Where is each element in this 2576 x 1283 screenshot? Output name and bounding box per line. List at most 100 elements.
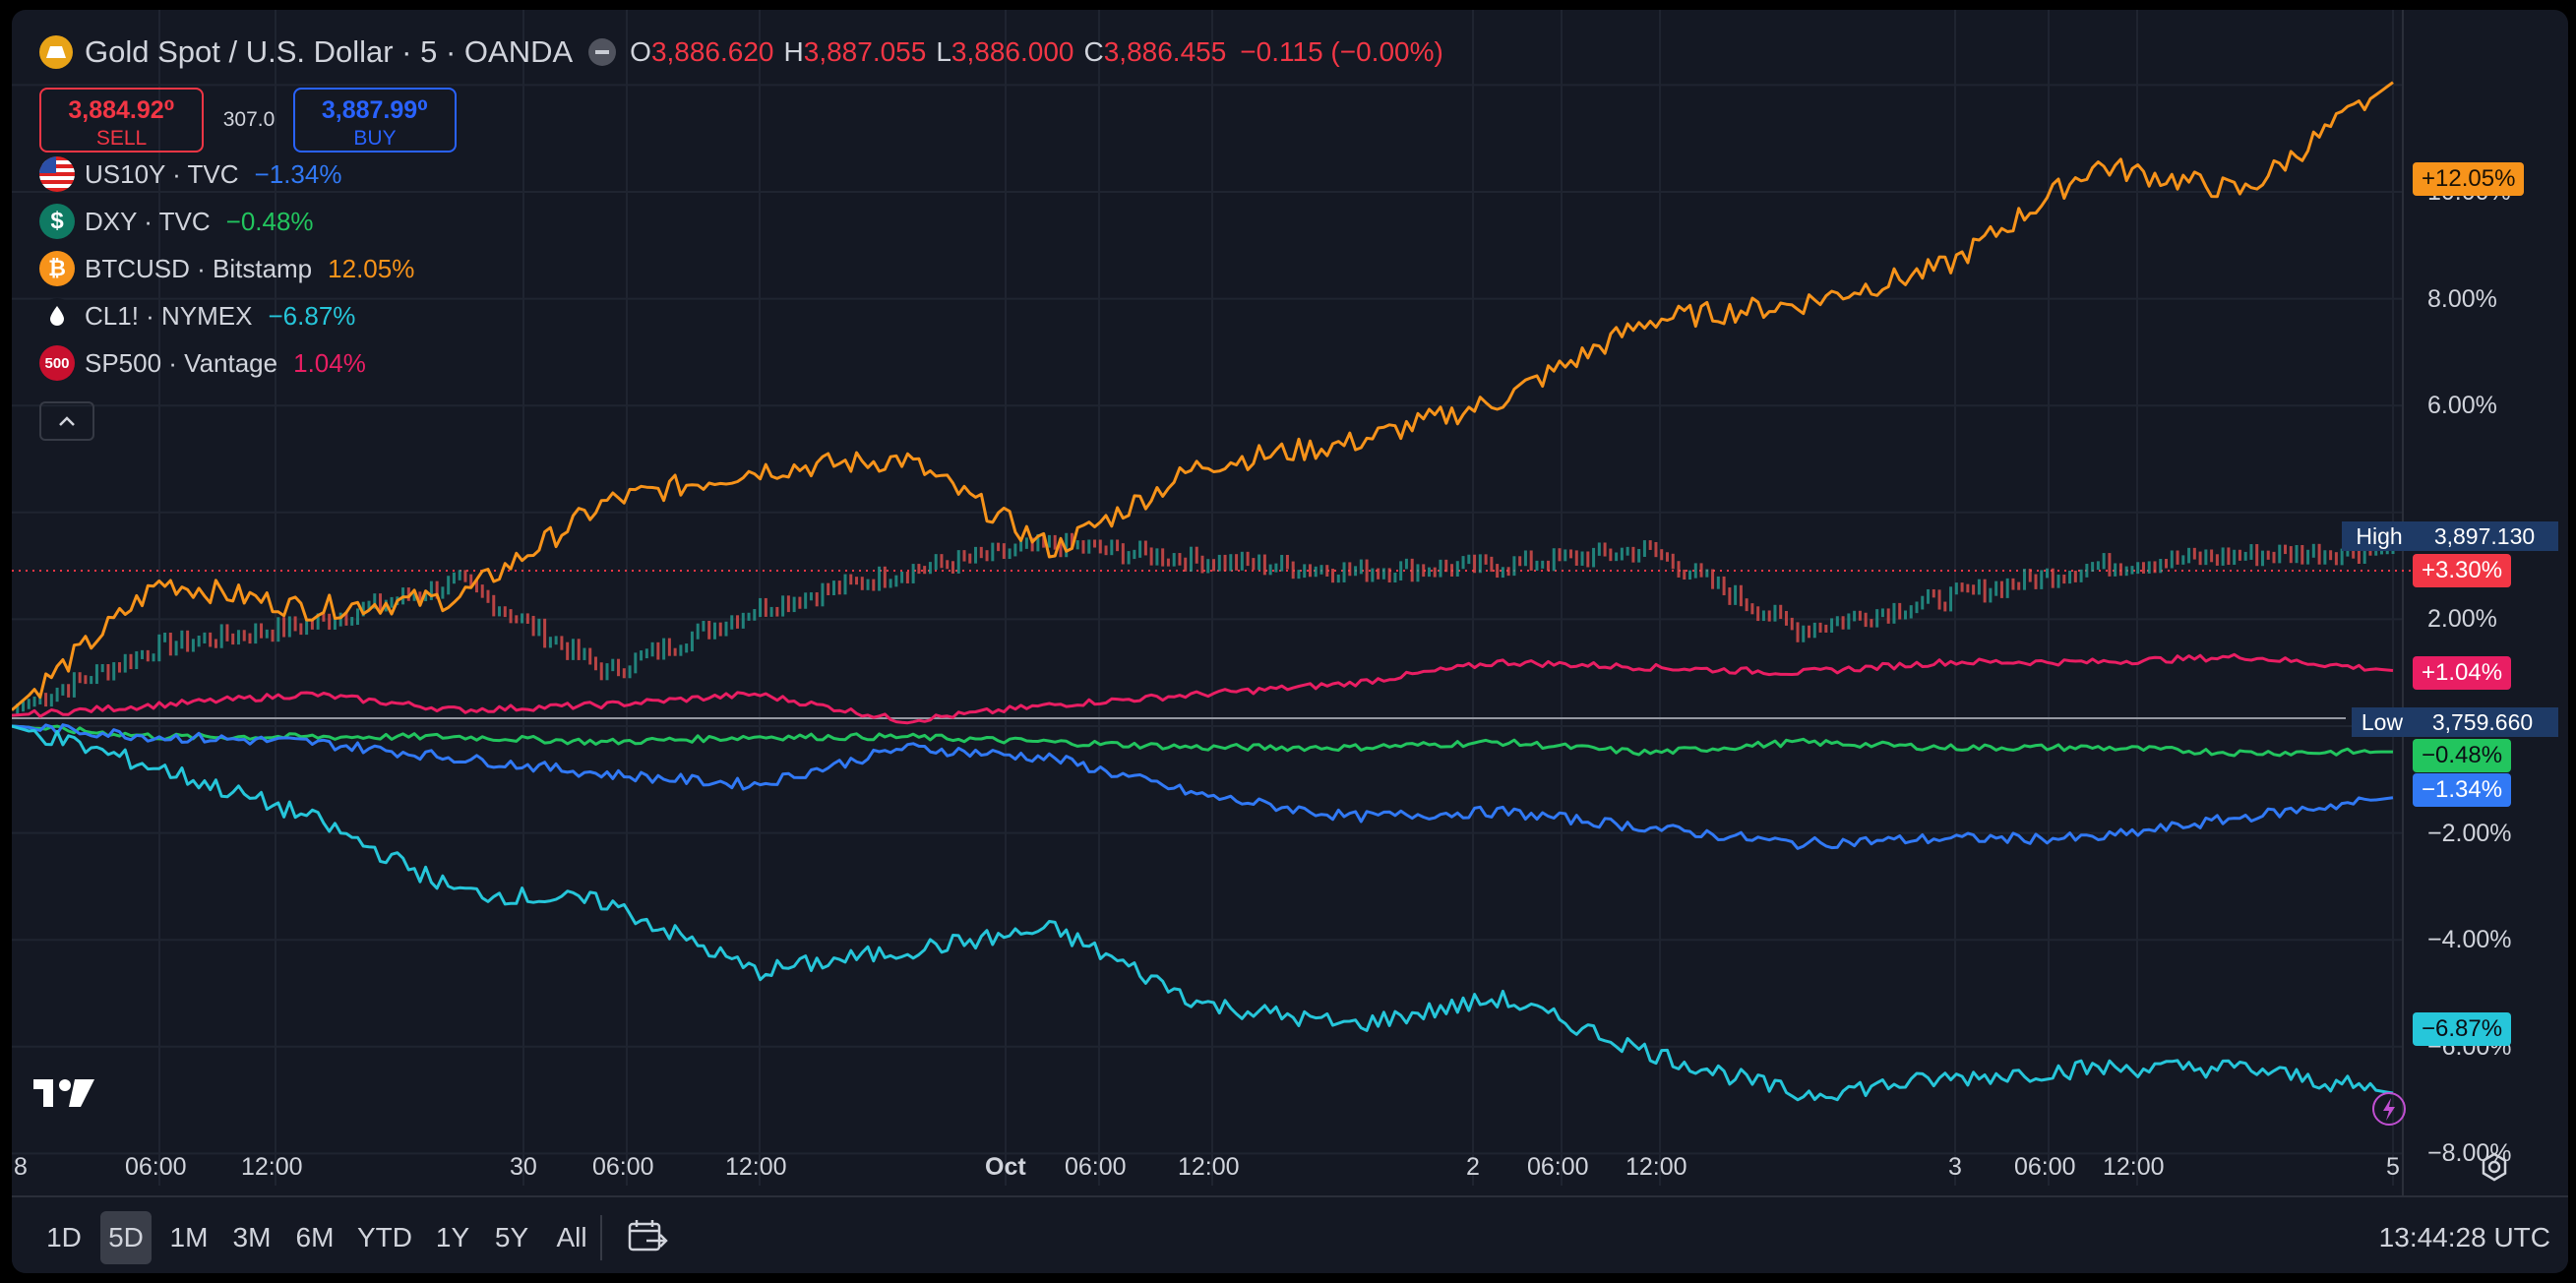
- candle: [667, 638, 671, 656]
- candle: [1416, 564, 1420, 582]
- flash-icon[interactable]: [2372, 1092, 2406, 1126]
- timeframe-ytd[interactable]: YTD: [357, 1222, 412, 1252]
- legend-item-sp500[interactable]: 500 SP500 · Vantage 1.04%: [39, 345, 366, 381]
- candle: [117, 662, 121, 673]
- candle: [1133, 549, 1136, 560]
- timeframe-5y[interactable]: 5Y: [494, 1222, 529, 1252]
- candle: [2153, 561, 2157, 574]
- candle: [1246, 551, 1250, 567]
- candle: [1654, 541, 1658, 558]
- settings-gear-icon[interactable]: [2479, 1151, 2510, 1183]
- ohlc-close: C3,886.455: [1083, 36, 1227, 67]
- candle: [1592, 547, 1596, 568]
- candle: [1280, 554, 1284, 572]
- candle: [1161, 548, 1165, 567]
- candle: [1138, 540, 1142, 558]
- candle: [1461, 556, 1465, 570]
- timeframe-1d[interactable]: 1D: [46, 1222, 82, 1252]
- chart-canvas[interactable]: [12, 10, 2568, 1195]
- candle: [197, 636, 201, 647]
- candle: [1818, 622, 1822, 633]
- timeframe-6m[interactable]: 6M: [295, 1222, 335, 1252]
- candle: [2210, 549, 2214, 563]
- candle: [1490, 556, 1494, 573]
- candle: [1937, 589, 1941, 610]
- bitcoin-icon: ₿: [39, 251, 75, 286]
- candle: [1699, 563, 1703, 578]
- candle: [1716, 576, 1720, 589]
- legend-item-us10y[interactable]: US10Y · TVC −1.34%: [39, 156, 341, 192]
- candle: [373, 593, 377, 609]
- candle: [1949, 586, 1953, 612]
- candle: [265, 629, 269, 639]
- candle: [690, 631, 694, 652]
- timeframe-5d[interactable]: 5D: [100, 1211, 152, 1264]
- candle: [2062, 575, 2066, 584]
- candle: [163, 632, 167, 642]
- candle: [640, 650, 644, 661]
- buy-button[interactable]: 3,887.99⁰ BUY: [293, 88, 457, 153]
- candle: [775, 606, 779, 617]
- candle: [333, 618, 337, 630]
- candle: [1013, 543, 1017, 557]
- candle: [32, 696, 36, 707]
- candle: [1235, 554, 1239, 571]
- market-closed-icon[interactable]: [588, 38, 617, 66]
- candle: [1784, 610, 1788, 626]
- candle: [282, 617, 286, 638]
- candle: [1989, 587, 1993, 603]
- candle: [1977, 579, 1981, 595]
- candle: [634, 652, 638, 674]
- x-axis-tick-label: 12:00: [1625, 1153, 1687, 1181]
- candle: [974, 546, 978, 564]
- timeframe-1m[interactable]: 1M: [169, 1222, 209, 1252]
- candle: [106, 664, 110, 681]
- y-axis-tick-label: −4.00%: [2427, 926, 2512, 954]
- candle: [662, 638, 666, 660]
- last-value-tag: −0.48%: [2413, 739, 2512, 772]
- candle: [2340, 548, 2344, 566]
- candle: [696, 623, 700, 640]
- candle: [781, 595, 785, 617]
- collapse-legend-button[interactable]: [39, 401, 94, 441]
- utc-clock[interactable]: 13:44:28 UTC: [2378, 1222, 2550, 1252]
- x-axis-tick-label: 2: [1466, 1153, 1480, 1181]
- timeframe-3m[interactable]: 3M: [232, 1222, 272, 1252]
- candle: [1994, 580, 1998, 596]
- candle: [1501, 567, 1504, 579]
- timeframe-1y[interactable]: 1Y: [435, 1222, 470, 1252]
- candle: [2198, 551, 2202, 566]
- last-value-tag: −1.34%: [2413, 773, 2512, 807]
- candle: [736, 615, 740, 629]
- candle: [923, 566, 927, 575]
- sp500-icon: 500: [39, 345, 75, 381]
- candle: [1847, 613, 1851, 630]
- symbol-title[interactable]: Gold Spot / U.S. Dollar · 5 · OANDA: [85, 34, 574, 69]
- candle: [1365, 559, 1369, 582]
- candle: [2040, 570, 2044, 589]
- candle: [656, 642, 660, 660]
- y-axis-tick-label: 2.00%: [2427, 605, 2497, 634]
- x-axis-tick-label: 8: [14, 1153, 28, 1181]
- candle: [1648, 540, 1652, 550]
- go-to-date-icon[interactable]: [627, 1217, 668, 1261]
- candle: [1024, 537, 1028, 549]
- candle: [1336, 574, 1340, 583]
- candle: [628, 665, 632, 679]
- candle: [1597, 542, 1601, 556]
- timeframe-all[interactable]: All: [556, 1222, 587, 1252]
- candle: [186, 630, 190, 652]
- candle: [141, 649, 145, 659]
- candle: [486, 589, 490, 603]
- legend-item-btcusd[interactable]: ₿ BTCUSD · Bitstamp 12.05%: [39, 251, 414, 286]
- legend-value: −0.48%: [225, 206, 314, 236]
- candle: [94, 664, 98, 685]
- candle: [1285, 554, 1289, 570]
- legend-item-cl1[interactable]: CL1! · NYMEX −6.87%: [39, 298, 355, 334]
- legend-item-dxy[interactable]: $ DXY · TVC −0.48%: [39, 204, 314, 239]
- sell-button[interactable]: 3,884.92⁰ SELL: [39, 88, 204, 153]
- candle: [67, 684, 71, 698]
- candle: [599, 662, 603, 681]
- bottom-toolbar: 1D 5D 1M 3M 6M YTD 1Y 5Y All 13:44:28 UTC: [12, 1195, 2568, 1273]
- candle: [644, 648, 648, 659]
